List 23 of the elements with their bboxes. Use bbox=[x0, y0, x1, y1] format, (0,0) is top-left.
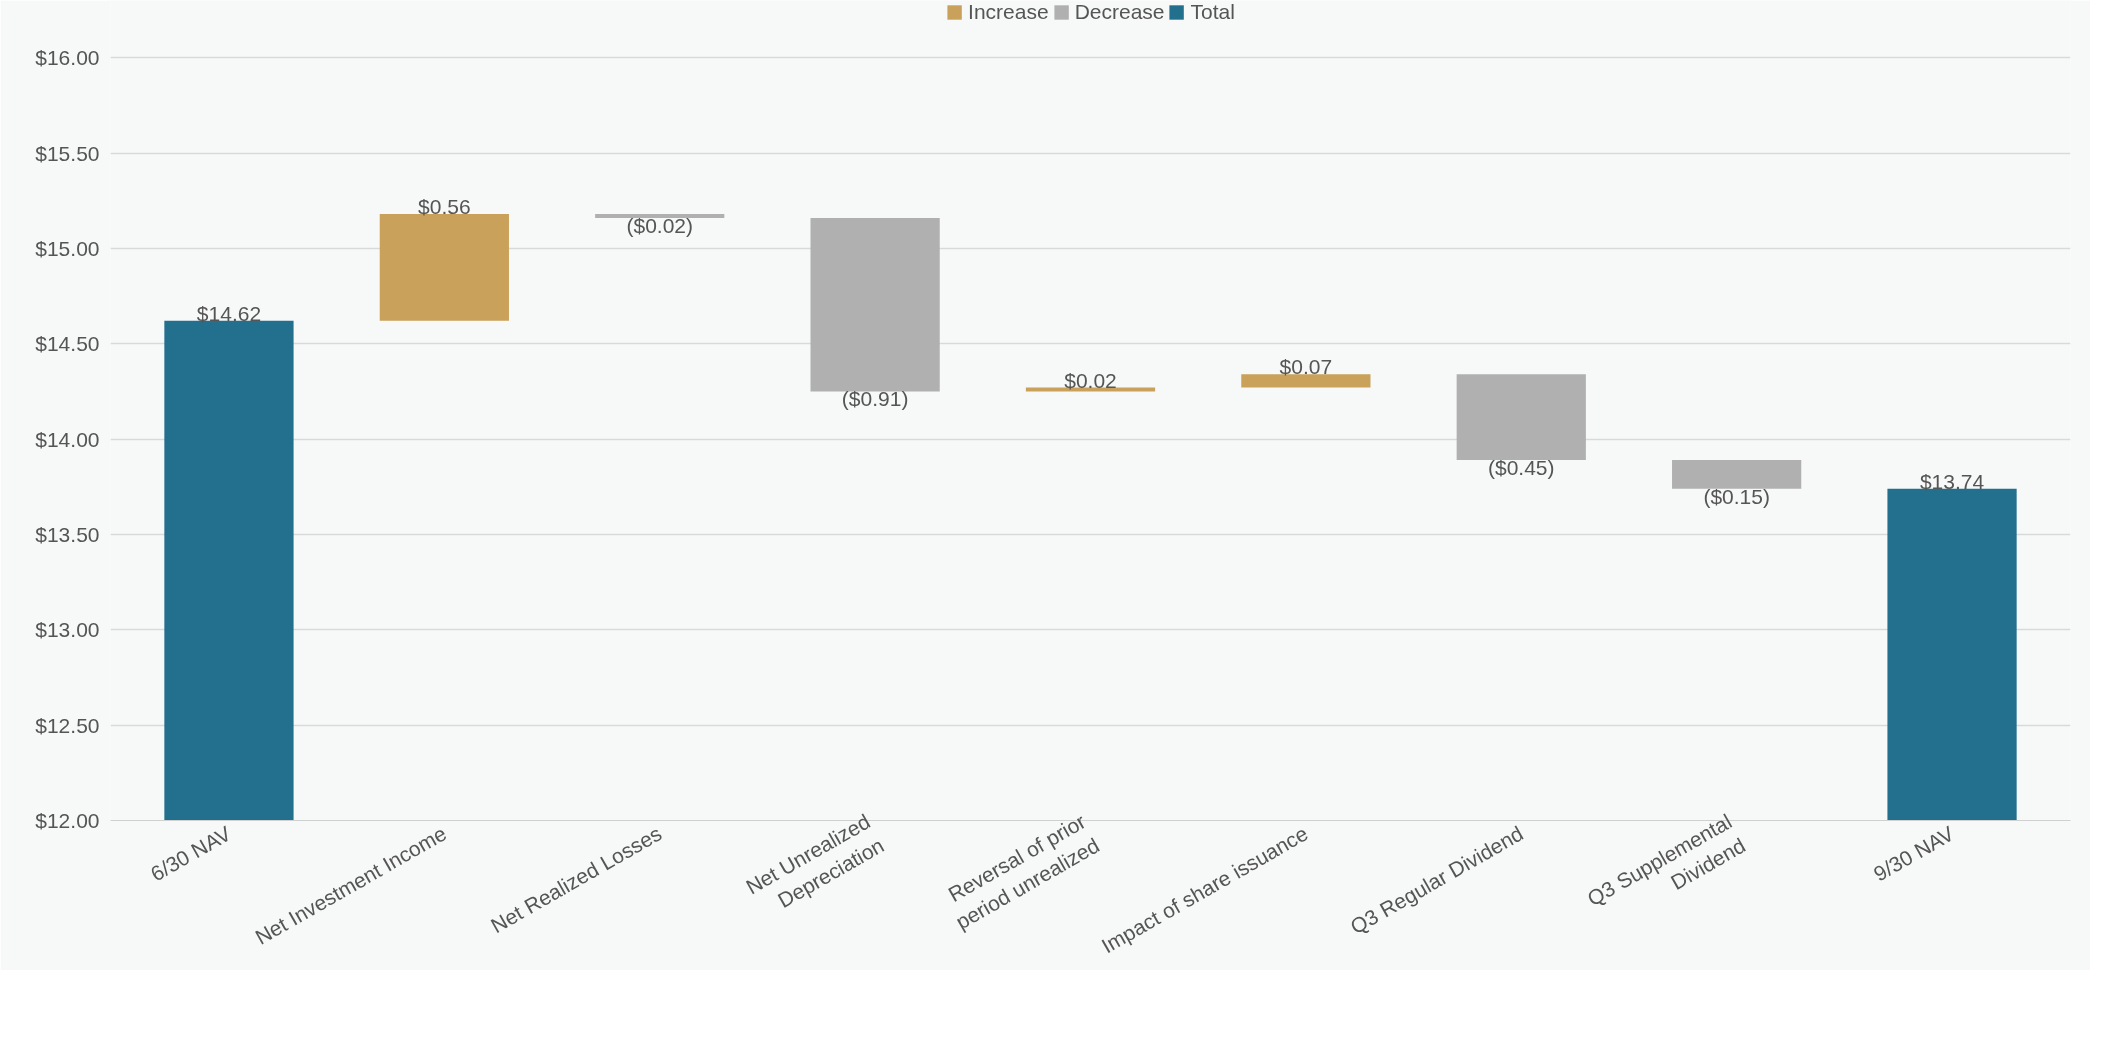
data-label: $13.74 bbox=[1919, 469, 1985, 493]
data-label: $14.62 bbox=[196, 301, 262, 325]
y-tick-label: $13.00 bbox=[35, 618, 100, 642]
data-label: $0.56 bbox=[418, 195, 471, 219]
legend-label: Decrease bbox=[1074, 0, 1165, 24]
y-tick-label: $12.50 bbox=[35, 713, 100, 737]
data-label: ($0.02) bbox=[626, 213, 694, 237]
legend-label: Total bbox=[1190, 0, 1235, 24]
x-tick-label: 6/30 NAV bbox=[146, 821, 235, 886]
data-label: ($0.45) bbox=[1488, 456, 1555, 480]
y-tick-label: $14.00 bbox=[35, 427, 100, 451]
y-tick-label: $12.00 bbox=[35, 809, 100, 832]
data-label: ($0.91) bbox=[841, 387, 909, 411]
data-label: ($0.15) bbox=[1703, 484, 1770, 508]
y-tick-label: $14.50 bbox=[35, 332, 100, 356]
y-tick-label: $16.00 bbox=[35, 46, 100, 70]
y-tick-label: $15.00 bbox=[35, 236, 100, 260]
data-label: $0.07 bbox=[1279, 355, 1333, 379]
x-tick-label: 9/30 NAV bbox=[1869, 821, 1958, 886]
y-tick-label: $15.50 bbox=[35, 141, 100, 165]
y-tick-label: $13.50 bbox=[35, 522, 100, 546]
legend-label: Increase bbox=[968, 0, 1049, 24]
data-label: $0.02 bbox=[1064, 368, 1117, 392]
